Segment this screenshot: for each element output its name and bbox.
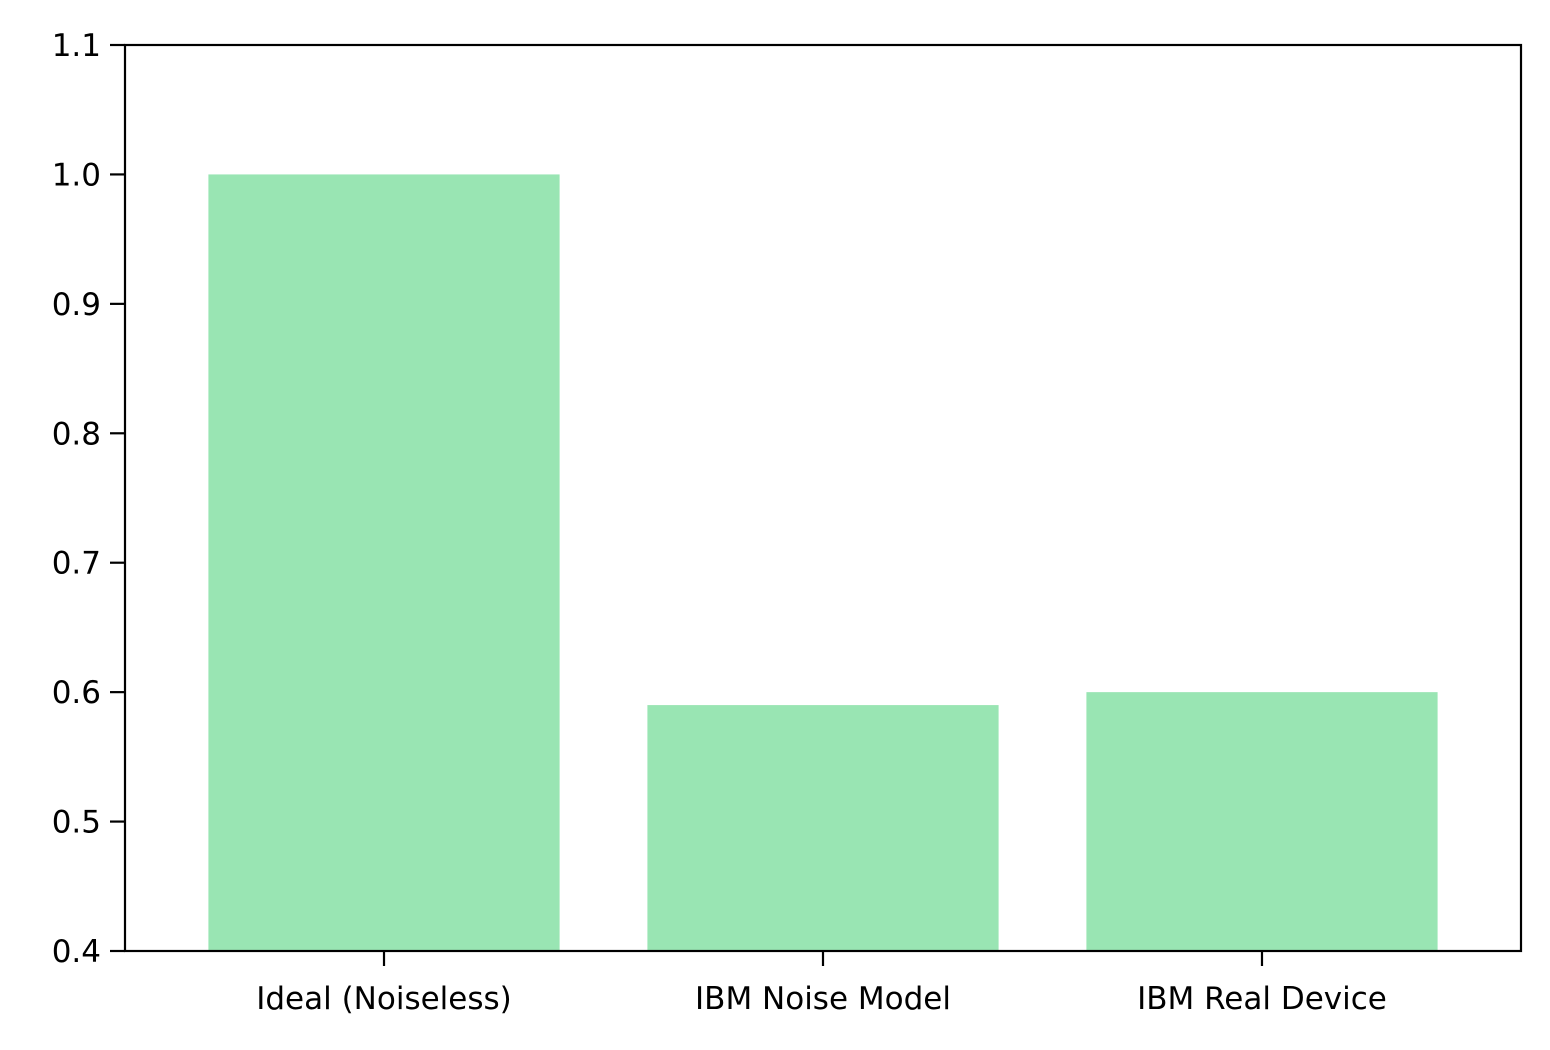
y-tick-label: 0.9 (52, 287, 101, 323)
bars-group (208, 174, 1438, 951)
bar-2 (1086, 692, 1438, 951)
y-tick-label: 0.8 (52, 416, 101, 452)
bar-0 (208, 174, 560, 951)
y-tick-label: 0.5 (52, 805, 101, 841)
y-tick-label: 0.7 (52, 546, 101, 582)
y-axis: 0.4 0.5 0.6 0.7 0.8 0.9 1.0 1.1 (52, 28, 125, 970)
x-tick-label: IBM Noise Model (695, 981, 951, 1017)
y-tick-label: 0.4 (52, 934, 101, 970)
x-tick-label: Ideal (Noiseless) (256, 981, 512, 1017)
y-tick-label: 1.0 (52, 157, 101, 193)
x-tick-label: IBM Real Device (1137, 981, 1387, 1017)
plot-frame (123, 43, 1523, 953)
y-tick-label: 1.1 (52, 28, 101, 64)
x-axis: Ideal (Noiseless) IBM Noise Model IBM Real… (256, 951, 1387, 1017)
bar-1 (647, 705, 999, 951)
y-tick-label: 0.6 (52, 675, 101, 711)
